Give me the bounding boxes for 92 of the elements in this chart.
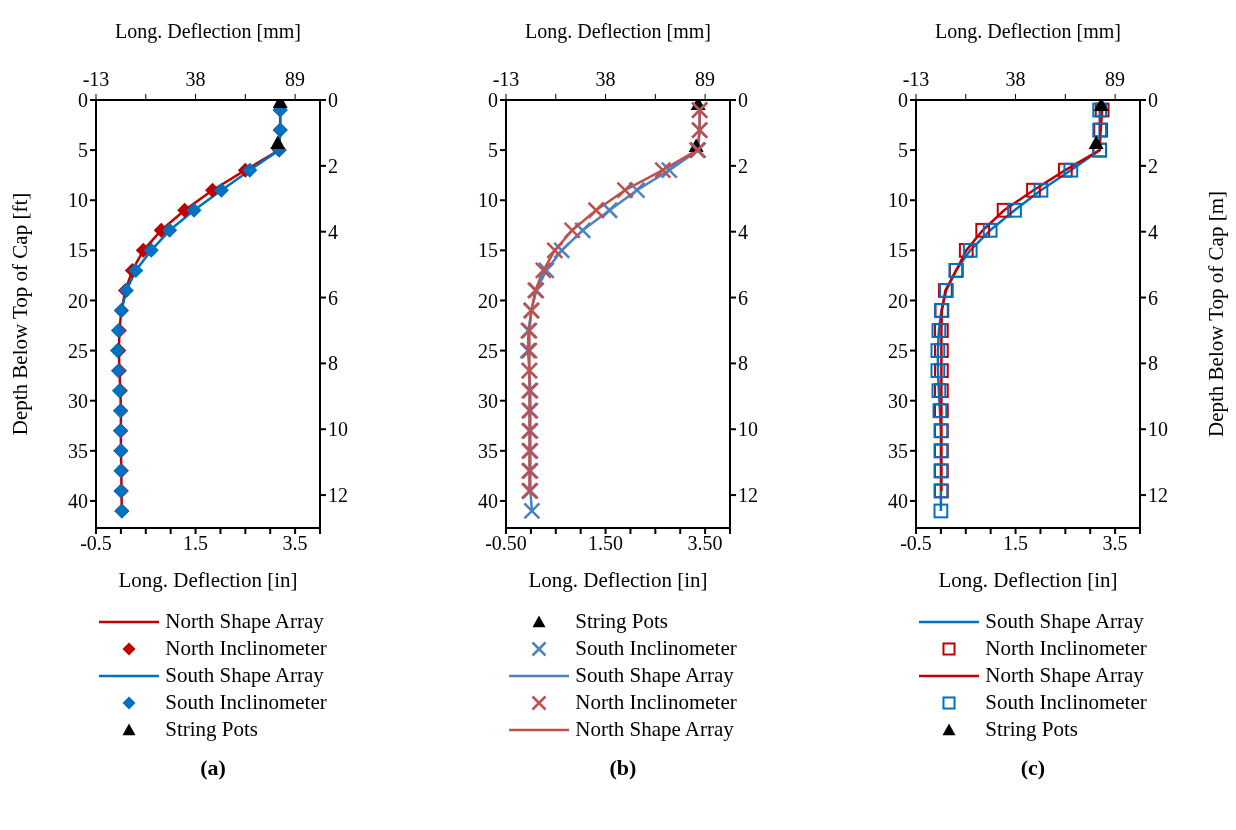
x2-tick-label: -13 bbox=[492, 68, 520, 90]
x2-tick-label: 38 bbox=[595, 68, 616, 90]
legend-label: String Pots bbox=[985, 717, 1078, 742]
y2-tick-label: 2 bbox=[328, 154, 338, 177]
legend-label: North Shape Array bbox=[165, 609, 324, 634]
y-tick-label: 20 bbox=[478, 289, 498, 312]
x-tick-label: -0.5 bbox=[80, 532, 112, 555]
y-tick-label: 30 bbox=[888, 389, 908, 412]
y-tick-label: 35 bbox=[478, 439, 498, 462]
y-tick-label: 5 bbox=[898, 139, 908, 162]
y2-tick-label: 8 bbox=[328, 352, 338, 375]
y2-tick-label: 6 bbox=[328, 286, 338, 309]
x-axis-title: Long. Deflection [in] bbox=[117, 568, 299, 593]
y-tick-label: 10 bbox=[68, 189, 88, 212]
legend-label: South Shape Array bbox=[985, 609, 1144, 634]
legend-label: South Inclinometer bbox=[575, 636, 737, 661]
y-tick-label: 40 bbox=[478, 490, 498, 513]
y-tick-label: 25 bbox=[68, 339, 88, 362]
y-tick-label: 0 bbox=[78, 89, 88, 112]
legend-label: North Inclinometer bbox=[165, 636, 327, 661]
y2-tick-label: 8 bbox=[738, 352, 748, 375]
text: (c) bbox=[1019, 755, 1047, 781]
y-tick-label: 15 bbox=[68, 239, 88, 262]
y2-tick-label: 10 bbox=[328, 418, 348, 441]
y-tick-label: 20 bbox=[888, 289, 908, 312]
x2-tick-label: 38 bbox=[185, 68, 206, 90]
y2-tick-label: 12 bbox=[328, 484, 348, 507]
y2-tick-label: 2 bbox=[1148, 154, 1158, 177]
y2-tick-label: 6 bbox=[1148, 286, 1158, 309]
y2-tick-label: 4 bbox=[738, 220, 748, 243]
legend-label: String Pots bbox=[575, 609, 668, 634]
x-tick-label: 3.5 bbox=[1102, 532, 1128, 555]
y-tick-label: 40 bbox=[68, 490, 88, 513]
y2-tick-label: 4 bbox=[1148, 220, 1158, 243]
y-tick-label: 0 bbox=[898, 89, 908, 112]
y-tick-label: 35 bbox=[68, 439, 88, 462]
x2-axis-title: Long. Deflection [mm] bbox=[524, 20, 712, 43]
y-tick-label: 5 bbox=[488, 139, 498, 162]
text: (b) bbox=[608, 755, 638, 781]
legend-label: South Shape Array bbox=[575, 663, 734, 688]
y-tick-label: 5 bbox=[78, 139, 88, 162]
y-tick-label: 0 bbox=[488, 89, 498, 112]
y2-tick-label: 8 bbox=[1148, 352, 1158, 375]
x-tick-label: 1.5 bbox=[183, 532, 209, 555]
y2-tick-label: 4 bbox=[328, 220, 338, 243]
x2-tick-label: -13 bbox=[82, 68, 110, 90]
x-axis-title: Long. Deflection [in] bbox=[527, 568, 709, 593]
y-tick-label: 10 bbox=[478, 189, 498, 212]
x-tick-label: -0.50 bbox=[485, 532, 527, 555]
legend-label: North Inclinometer bbox=[575, 690, 737, 715]
x-tick-label: 1.50 bbox=[588, 532, 624, 555]
x-tick-label: -0.5 bbox=[900, 532, 932, 555]
y-tick-label: 35 bbox=[888, 439, 908, 462]
legend-label: South Inclinometer bbox=[165, 690, 327, 715]
y2-tick-label: 6 bbox=[738, 286, 748, 309]
y2-tick-label: 0 bbox=[1148, 89, 1158, 112]
legend-label: North Inclinometer bbox=[985, 636, 1147, 661]
text: (a) bbox=[199, 755, 227, 781]
x2-tick-label: 38 bbox=[1005, 68, 1026, 90]
x-tick-label: 1.5 bbox=[1003, 532, 1029, 555]
y-tick-label: 20 bbox=[68, 289, 88, 312]
legend-label: South Inclinometer bbox=[985, 690, 1147, 715]
legend-label: South Shape Array bbox=[165, 663, 324, 688]
legend-label: North Shape Array bbox=[985, 663, 1144, 688]
y-tick-label: 15 bbox=[478, 239, 498, 262]
x-tick-label: 3.50 bbox=[687, 532, 723, 555]
x-axis-title: Long. Deflection [in] bbox=[937, 568, 1119, 593]
y-tick-label: 30 bbox=[68, 389, 88, 412]
x2-tick-label: -13 bbox=[902, 68, 930, 90]
y-axis-title: Depth Below Top of Cap [ft] bbox=[7, 192, 33, 436]
y2-tick-label: 10 bbox=[738, 418, 758, 441]
y-tick-label: 25 bbox=[888, 339, 908, 362]
x2-axis-title: Long. Deflection [mm] bbox=[114, 20, 302, 43]
y2-tick-label: 2 bbox=[738, 154, 748, 177]
y2-tick-label: 0 bbox=[738, 89, 748, 112]
y-tick-label: 10 bbox=[888, 189, 908, 212]
y-tick-label: 40 bbox=[888, 490, 908, 513]
legend-label: North Shape Array bbox=[575, 717, 734, 742]
y-tick-label: 30 bbox=[478, 389, 498, 412]
y-tick-label: 15 bbox=[888, 239, 908, 262]
x2-tick-label: 89 bbox=[1105, 68, 1126, 90]
y2-tick-label: 12 bbox=[738, 484, 758, 507]
y2-axis-title: Depth Below Top of Cap [m] bbox=[1203, 190, 1229, 438]
x-tick-label: 3.5 bbox=[282, 532, 308, 555]
x2-tick-label: 89 bbox=[285, 68, 306, 90]
x2-tick-label: 89 bbox=[695, 68, 716, 90]
legend-label: String Pots bbox=[165, 717, 258, 742]
y2-tick-label: 0 bbox=[328, 89, 338, 112]
y2-tick-label: 10 bbox=[1148, 418, 1168, 441]
y-tick-label: 25 bbox=[478, 339, 498, 362]
x2-axis-title: Long. Deflection [mm] bbox=[934, 20, 1122, 43]
y2-tick-label: 12 bbox=[1148, 484, 1168, 507]
